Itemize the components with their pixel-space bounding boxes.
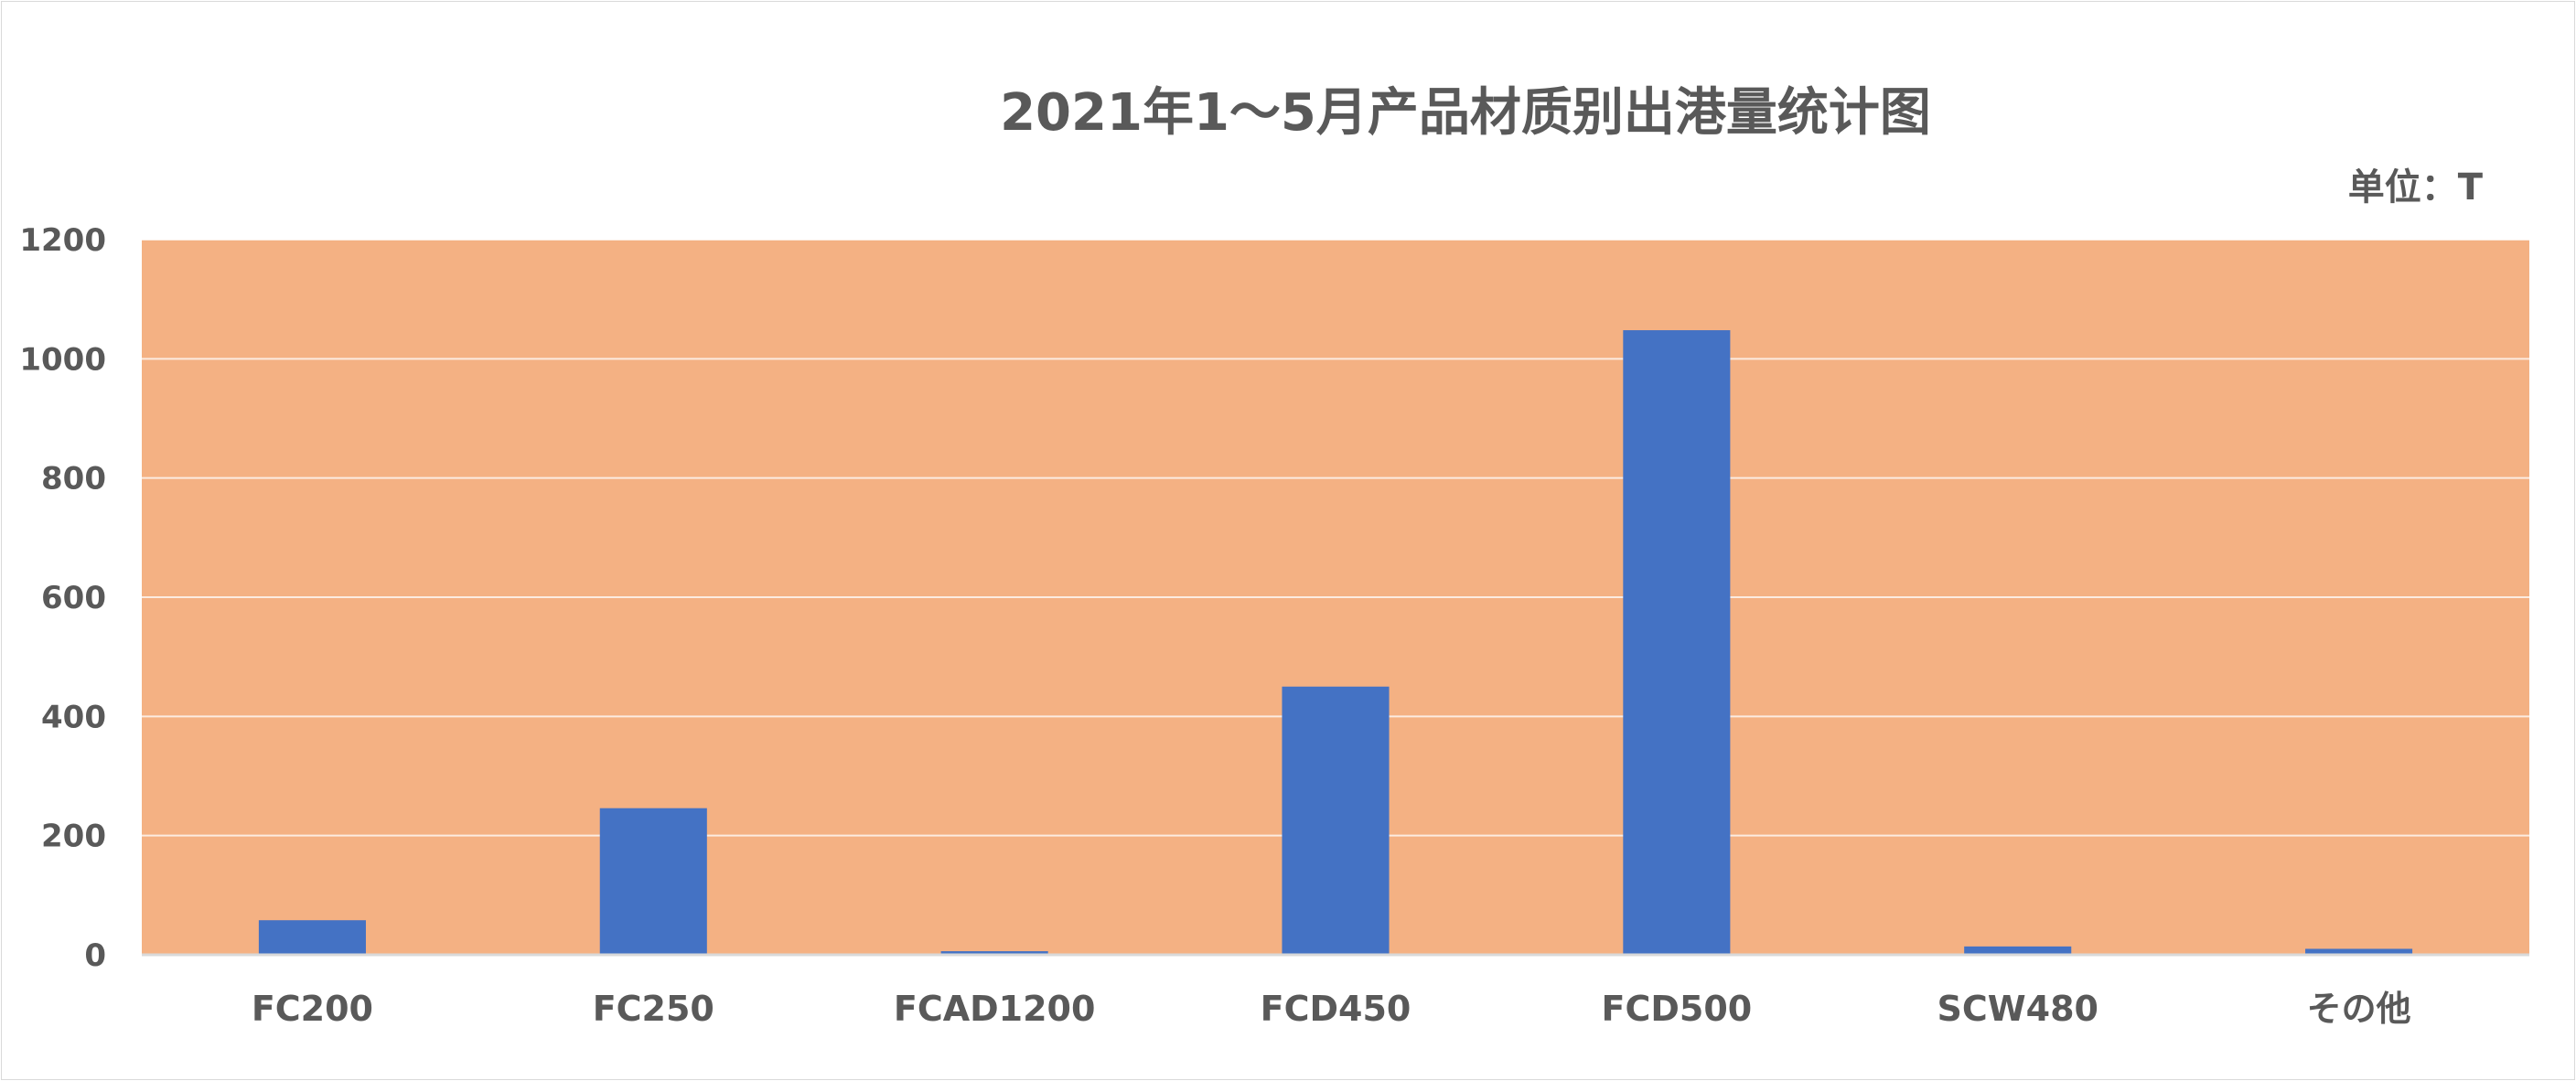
x-category-label: FC250 <box>593 989 714 1029</box>
bar-FCD450 <box>1282 686 1390 955</box>
y-tick-label: 1000 <box>19 341 106 378</box>
y-tick-label: 800 <box>41 461 106 498</box>
y-axis-ticks: 0 200 400 600 800 1000 1200 <box>19 222 106 974</box>
x-category-label: SCW480 <box>1937 989 2098 1029</box>
bar-FCAD1200 <box>940 951 1048 955</box>
y-tick-label: 1200 <box>19 222 106 259</box>
chart-title: 2021年1～5月产品材质别出港量统计图 <box>1000 83 1931 143</box>
y-tick-label: 400 <box>41 699 106 735</box>
x-category-label: FCD500 <box>1601 989 1752 1029</box>
x-axis-categories: FC200 FC250 FCAD1200 FCD450 FCD500 SCW480 その他 <box>252 989 2411 1029</box>
bars <box>258 330 2413 955</box>
y-tick-label: 0 <box>84 937 106 974</box>
x-category-label: その他 <box>2307 989 2411 1029</box>
bar-その他 <box>2305 948 2413 955</box>
x-category-label: FCD450 <box>1261 989 1411 1029</box>
bar-FCD500 <box>1623 330 1731 955</box>
bar-FC250 <box>599 808 707 955</box>
x-category-label: FCAD1200 <box>894 989 1096 1029</box>
unit-label: 单位：T <box>2348 166 2484 209</box>
bar-FC200 <box>258 920 366 955</box>
y-tick-label: 600 <box>41 580 106 616</box>
bar-SCW480 <box>1964 946 2072 955</box>
y-tick-label: 200 <box>41 819 106 855</box>
x-category-label: FC200 <box>252 989 373 1029</box>
